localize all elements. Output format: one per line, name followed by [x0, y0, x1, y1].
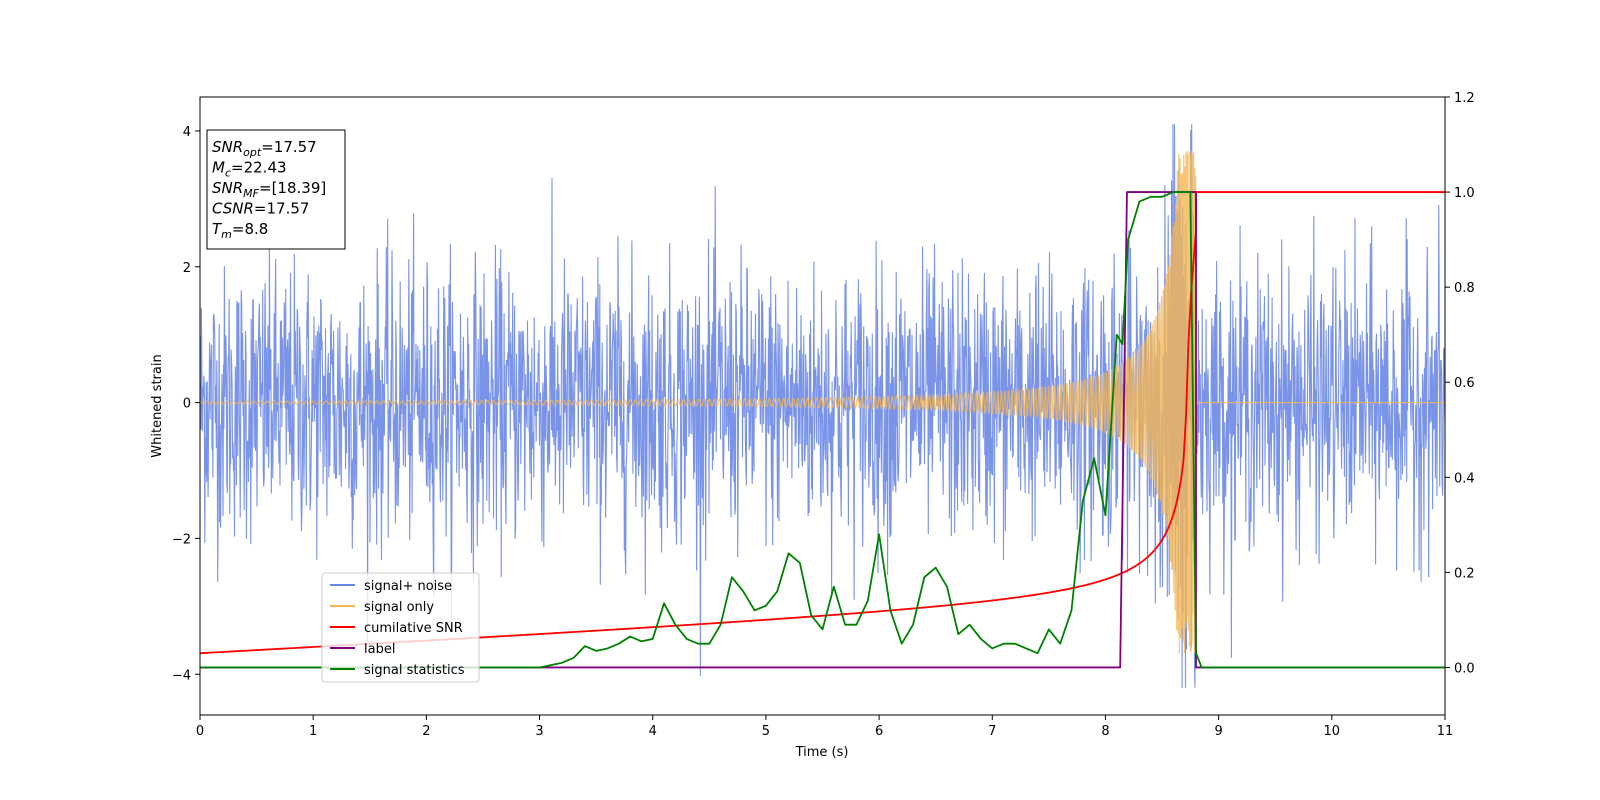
y-axis-label: Whitened strain	[150, 354, 165, 457]
info-box-row: CSNR=17.57	[212, 200, 309, 218]
series-signal-statistics	[200, 191, 1445, 669]
legend-label: label	[364, 642, 395, 657]
y-tick-label: −2	[172, 532, 191, 547]
y-tick-label: 2	[183, 261, 191, 276]
legend-label: signal+ noise	[364, 579, 452, 594]
x-tick-label: 8	[1101, 724, 1109, 739]
y2-tick-label: 0.8	[1454, 281, 1475, 296]
x-tick-label: 1	[309, 724, 317, 739]
series-signal-noise	[200, 124, 1445, 688]
legend-label: signal statistics	[364, 663, 465, 678]
x-tick-label: 7	[988, 724, 996, 739]
series-signal-only	[200, 151, 1445, 654]
y-tick-label: −4	[172, 668, 191, 683]
legend-label: cumilative SNR	[364, 621, 463, 636]
y-tick-label: 0	[183, 397, 191, 412]
x-tick-label: 3	[535, 724, 543, 739]
info-box-frame	[206, 129, 346, 250]
info-box-row: SNRMF=[18.39]	[212, 179, 326, 200]
axes-frame	[199, 96, 1446, 716]
x-tick-label: 9	[1214, 724, 1222, 739]
x-tick-label: 6	[875, 724, 883, 739]
legend-label: signal only	[364, 600, 434, 615]
x-tick-label: 2	[422, 724, 430, 739]
info-box: SNRopt=17.57Mc=22.43SNRMF=[18.39]CSNR=17…	[206, 129, 346, 250]
legend: signal+ noise signal only cumilative SNR la…	[321, 572, 480, 683]
x-tick-label: 4	[649, 724, 657, 739]
info-box-row: SNRopt=17.57	[212, 138, 317, 159]
y2-tick-label: 0.6	[1454, 376, 1475, 391]
x-axis-label: Time (s)	[795, 745, 849, 760]
y2-tick-label: 0.2	[1454, 566, 1475, 581]
y2-tick-label: 0.4	[1454, 471, 1475, 486]
x-tick-label: 10	[1324, 724, 1341, 739]
info-box-row: Mc=22.43	[212, 159, 287, 180]
x-tick-label: 11	[1437, 724, 1454, 739]
y2-tick-label: 0.0	[1454, 661, 1475, 676]
y-tick-label: 4	[183, 125, 191, 140]
info-box-row: Tm=8.8	[212, 220, 268, 241]
legend-frame	[321, 572, 480, 683]
y2-tick-label: 1.2	[1454, 91, 1475, 106]
x-tick-label: 0	[196, 724, 204, 739]
axis-ticks: 0 1 2 3 4 5 6 7 8 9 10 11 −4 −2 0 2 4 0.0 0.2 0.4 0.6 0.8 1.0 1…	[172, 91, 1475, 739]
y2-tick-label: 1.0	[1454, 186, 1475, 201]
x-tick-label: 5	[762, 724, 770, 739]
